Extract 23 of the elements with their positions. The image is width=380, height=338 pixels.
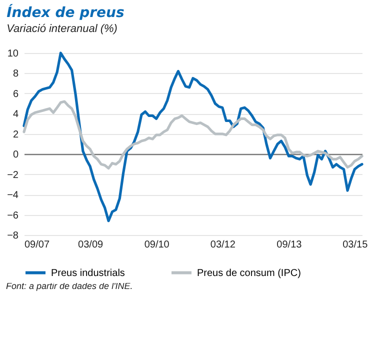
x-tick-label: 09/10 (144, 240, 170, 250)
legend-label: Preus industrials (51, 268, 125, 279)
y-tick-label: 2 (12, 129, 19, 140)
y-tick-label: −2 (7, 170, 19, 181)
y-tick-label: 10 (7, 48, 19, 60)
y-tick-label: 4 (12, 109, 19, 120)
x-tick-label: 09/13 (276, 240, 302, 250)
y-tick-label: 6 (12, 88, 19, 100)
y-tick-label: 8 (12, 68, 19, 80)
y-tick-label: 0 (12, 150, 19, 161)
chart-title: Índex de preus (6, 4, 124, 21)
legend-label: Preus de consum (IPC) (197, 268, 301, 279)
line-series (22, 52, 364, 222)
chart-subtitle: Variació interanual (%) (6, 23, 118, 35)
y-tick-label: −8 (7, 230, 19, 242)
line-series (22, 100, 364, 170)
y-tick-label: −4 (7, 190, 19, 202)
x-tick-label: 03/09 (78, 240, 104, 250)
x-tick-label: 09/07 (24, 240, 50, 250)
x-tick-label: 03/15 (342, 240, 368, 250)
x-tick-label: 03/12 (210, 240, 236, 250)
y-tick-label: −6 (7, 210, 19, 222)
text: Font: a partir de dades de l'INE. (5, 281, 134, 291)
